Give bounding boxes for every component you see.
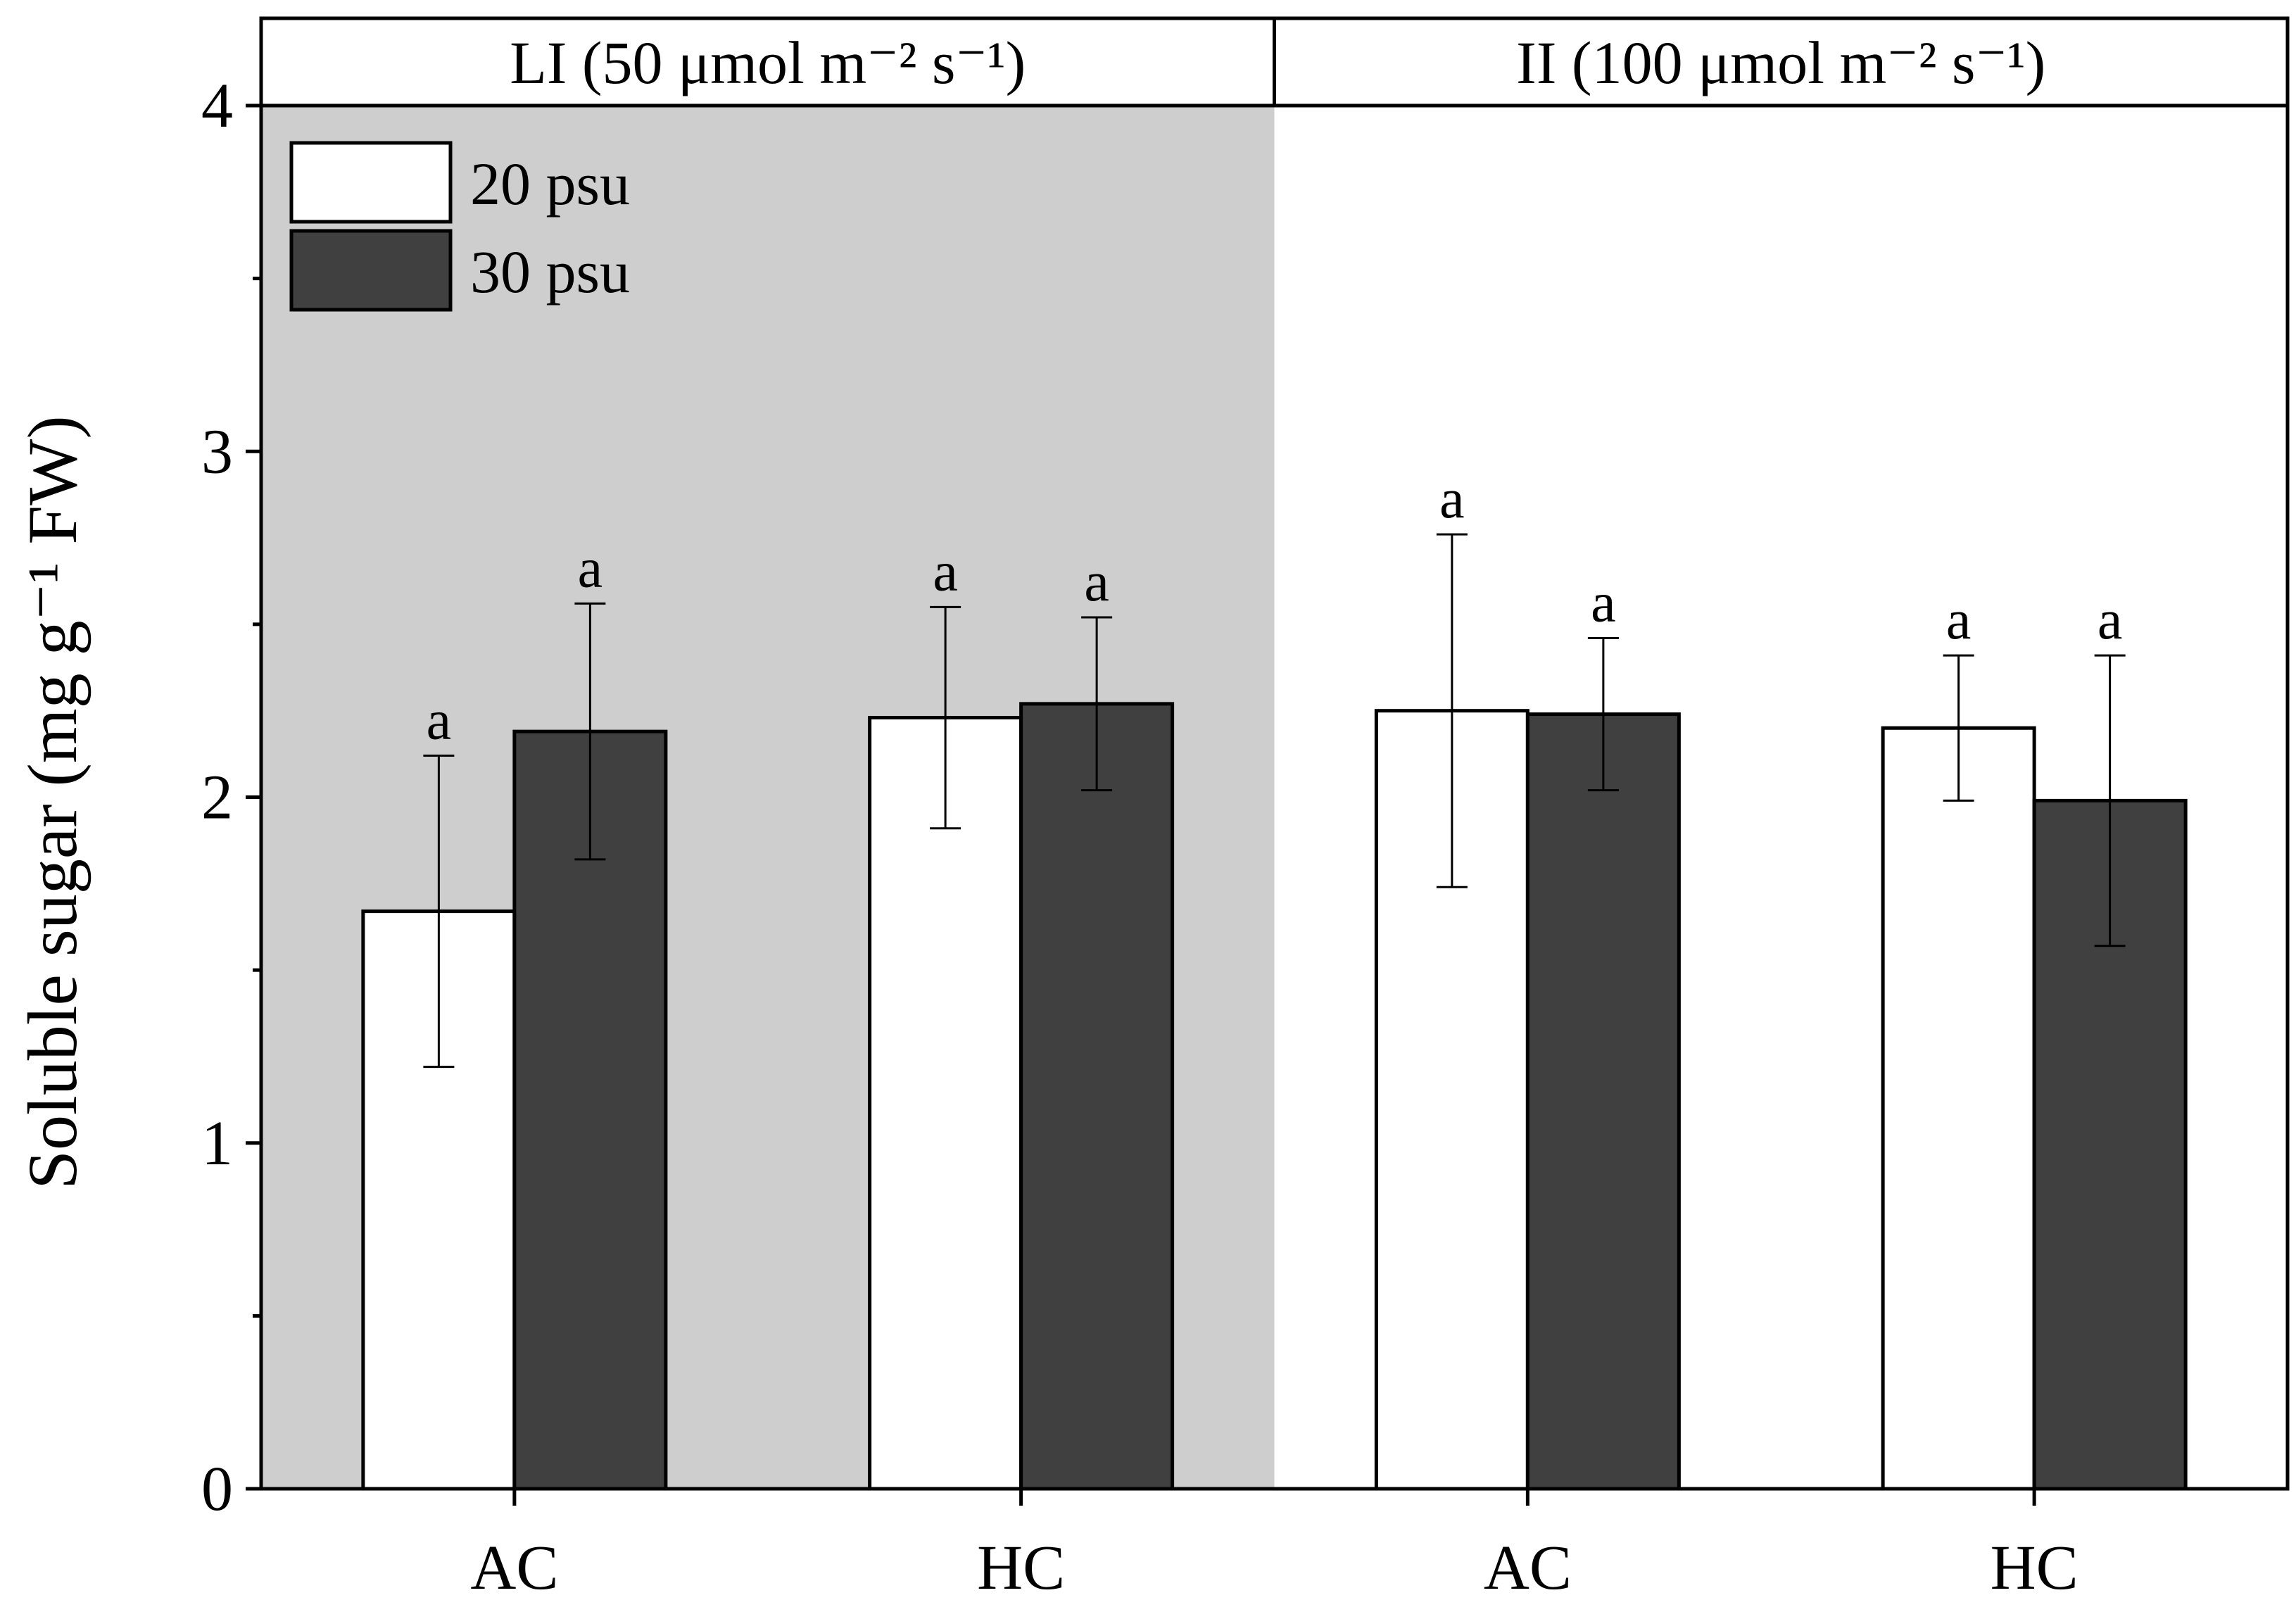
- significance-letter: a: [1439, 468, 1465, 530]
- panel-header: LI (50 μmol m⁻² s⁻¹) II (100 μmol m⁻² s⁻¹…: [510, 29, 2045, 96]
- y-tick-label: 3: [201, 417, 233, 486]
- bar-20-psu-2: [868, 716, 1023, 1491]
- significance-letter: a: [2098, 589, 2123, 651]
- y-tick-label: 4: [201, 71, 233, 141]
- significance-letter: a: [578, 537, 603, 599]
- x-category-label: AC: [1484, 1533, 1572, 1603]
- x-category-label: HC: [1991, 1533, 2079, 1603]
- x-category-label: AC: [470, 1533, 558, 1603]
- legend: 20 psu 30 psu: [289, 141, 630, 312]
- significance-letters: a a a a a a a a: [427, 468, 2123, 751]
- legend-label: 30 psu: [470, 238, 630, 305]
- y-tick-label: 2: [201, 763, 233, 833]
- y-axis: 0 1 2 3 4: [201, 71, 261, 1524]
- panel-label-2: II (100 μmol m⁻² s⁻¹): [1516, 29, 2045, 96]
- significance-letter: a: [1591, 572, 1616, 634]
- bar-30-psu-3: [1525, 712, 1681, 1491]
- axes-frame: [259, 16, 2290, 1491]
- significance-letter: a: [933, 541, 958, 603]
- bar-30-psu-2: [1019, 702, 1175, 1491]
- significance-letter: a: [1946, 589, 1972, 651]
- panel-label-1: LI (50 μmol m⁻² s⁻¹): [510, 29, 1026, 96]
- bars: [361, 702, 2188, 1491]
- legend-swatch-20-psu: [289, 141, 453, 224]
- y-axis-title: Soluble sugar (mg g⁻¹ FW): [13, 415, 92, 1189]
- bar-20-psu-4: [1881, 726, 2036, 1491]
- y-tick-label: 0: [201, 1454, 233, 1524]
- x-category-label: HC: [977, 1533, 1065, 1603]
- significance-letter: a: [1084, 551, 1109, 613]
- y-tick-label: 1: [201, 1109, 233, 1178]
- error-bars: [423, 533, 2126, 1069]
- significance-letter: a: [427, 690, 452, 752]
- legend-label: 20 psu: [470, 150, 630, 218]
- legend-swatch-30-psu: [289, 229, 453, 312]
- x-axis: AC HC AC HC: [470, 1489, 2079, 1603]
